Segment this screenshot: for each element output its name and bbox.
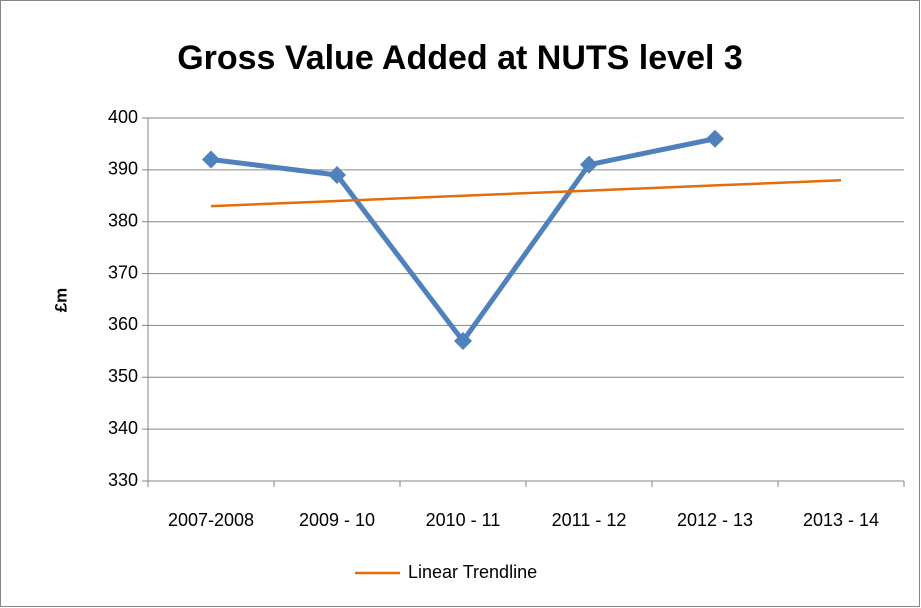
data-point: [328, 166, 346, 185]
data-point: [706, 129, 724, 148]
y-tick-label: 340: [108, 418, 138, 438]
legend-label: Linear Trendline: [408, 562, 537, 582]
x-tick-label: 2013 - 14: [803, 510, 879, 530]
series-line: [210, 178, 842, 208]
y-tick-label: 330: [108, 470, 138, 490]
x-tick-label: 2012 - 13: [677, 510, 753, 530]
y-tick-label: 380: [108, 210, 138, 230]
y-axis-label: £m: [51, 288, 70, 313]
data-point: [202, 150, 220, 169]
y-tick-label: 390: [108, 159, 138, 179]
y-tick-label: 360: [108, 314, 138, 334]
y-tick-label: 370: [108, 262, 138, 282]
x-tick-label: 2007-2008: [168, 510, 254, 530]
y-tick-label: 350: [108, 366, 138, 386]
x-tick-label: 2010 - 11: [426, 510, 501, 530]
x-tick-label: 2011 - 12: [552, 510, 627, 530]
data-point: [454, 331, 472, 350]
x-tick-label: 2009 - 10: [299, 510, 375, 530]
y-tick-label: 400: [108, 107, 138, 127]
data-point: [580, 155, 598, 174]
chart-title: Gross Value Added at NUTS level 3: [177, 39, 743, 77]
